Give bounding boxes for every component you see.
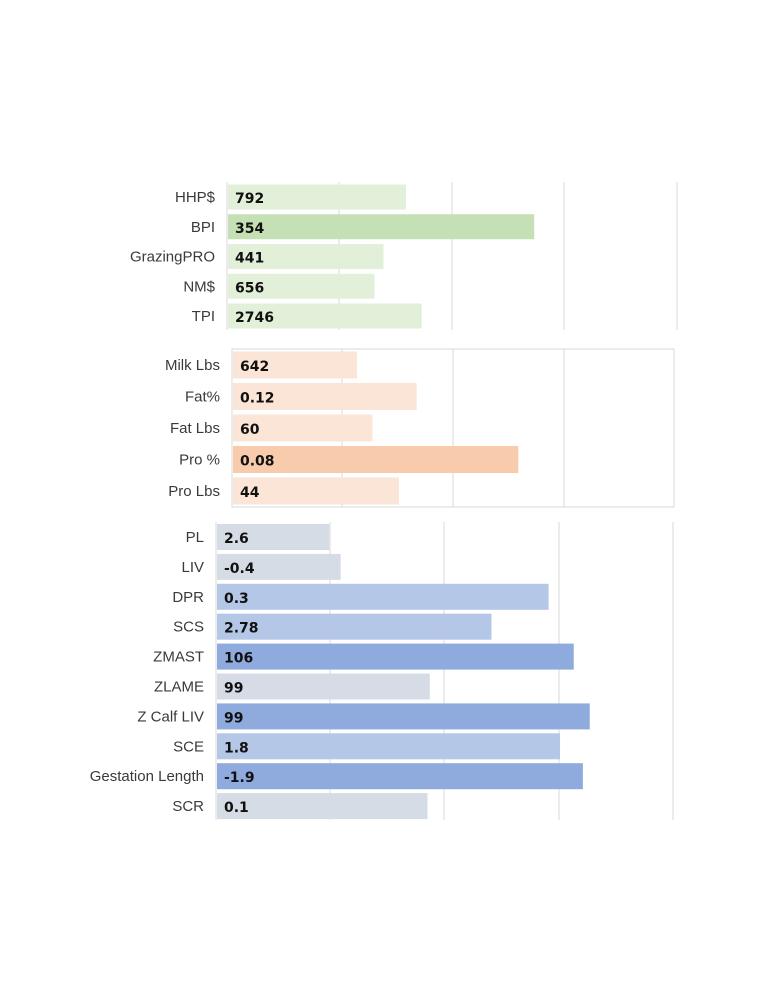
bar-grazingpro [228,244,384,269]
bar-tpi [228,303,422,329]
data-label: -1.9 [224,770,255,786]
data-label: 60 [240,422,260,438]
bar-gestation-length [217,763,583,790]
bar-nm- [228,273,375,299]
chart-panel-3: PL 2.6 LIV -0.4 DPR 0.3 SCS 2.78 ZMAST 106 ZLAME 99… [90,522,674,820]
data-label: 99 [224,710,243,726]
data-label: 2746 [235,310,274,326]
data-label: 0.3 [224,591,249,607]
category-label: SCR [172,798,204,815]
data-label: 1.8 [224,740,249,756]
data-label: 354 [235,221,264,237]
bar-pl [217,524,330,550]
bar-sce [217,733,561,760]
data-label: 2.78 [224,621,259,637]
bar-hhp- [228,184,406,210]
bar-fat-lbs [233,414,373,442]
bar-milk-lbs [233,351,357,379]
data-label: 0.12 [240,391,275,407]
chart-panel-2: Milk Lbs 642 Fat% 0.12 Fat Lbs 60 Pro % 0.08 Pro… [165,348,675,508]
category-label: Z Calf LIV [137,708,204,725]
category-label: Pro Lbs [168,483,220,500]
category-label: Milk Lbs [165,357,220,374]
bar-pro- [233,446,519,473]
bar-scs [217,613,492,640]
data-label: 106 [224,651,253,667]
bar-zlame [217,673,430,700]
data-label: 792 [235,191,264,207]
category-label: SCS [173,619,204,636]
data-label: 99 [224,681,243,697]
data-label: 0.08 [240,454,275,470]
bar-pro-lbs [233,477,399,505]
category-label: GrazingPRO [130,249,215,266]
category-label: BPI [191,219,215,236]
category-label: Pro % [179,452,220,469]
data-label: 0.1 [224,800,249,816]
category-label: Fat% [185,389,220,406]
category-label: ZLAME [154,679,204,696]
category-label: Gestation Length [90,768,204,785]
bar-dpr [217,583,549,610]
category-label: PL [186,529,204,546]
bar-scr [217,793,428,820]
data-label: 441 [235,251,264,267]
category-label: DPR [172,589,204,606]
data-label: 2.6 [224,531,249,547]
category-label: Fat Lbs [170,420,220,437]
category-label: NM$ [183,278,215,295]
category-label: HHP$ [175,189,216,206]
data-label: 44 [240,485,260,501]
data-label: 656 [235,280,264,296]
bar-bpi [228,214,535,240]
category-label: TPI [192,308,215,325]
chart-panel-1: HHP$ 792 BPI 354 GrazingPRO 441 NM$ 656 TPI 2746 [130,182,678,330]
category-label: LIV [181,559,204,576]
category-label: SCE [173,738,204,755]
category-label: ZMAST [153,649,204,666]
bar-zmast [217,643,574,670]
data-label: -0.4 [224,561,255,577]
bar-fat- [233,383,417,410]
bar-liv [217,553,341,580]
bar-z-calf-liv [217,703,590,730]
data-label: 642 [240,359,269,375]
